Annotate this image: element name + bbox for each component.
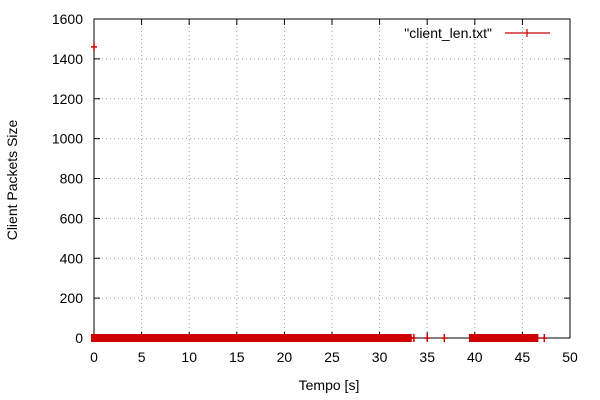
x-tick-label: 30 (372, 349, 388, 365)
data-point (541, 334, 548, 342)
x-tick-label: 45 (515, 349, 531, 365)
x-tick-label: 25 (324, 349, 340, 365)
y-tick-label: 1600 (52, 11, 83, 27)
legend-entry-label: "client_len.txt" (404, 25, 492, 41)
data-run (468, 334, 538, 342)
y-axis-ticks: 0 200 400 600 800 1000 1200 1400 1600 (52, 11, 570, 346)
y-tick-label: 1200 (52, 91, 83, 107)
x-tick-label: 20 (277, 349, 293, 365)
x-tick-label: 50 (562, 349, 578, 365)
data-point (91, 42, 97, 51)
x-axis-label: Tempo [s] (299, 377, 360, 393)
y-tick-label: 400 (60, 250, 84, 266)
legend: "client_len.txt" (404, 25, 550, 41)
x-tick-label: 35 (419, 349, 435, 365)
data-point (534, 334, 541, 342)
x-tick-label: 15 (229, 349, 245, 365)
data-point (424, 334, 431, 342)
x-tick-label: 5 (138, 349, 146, 365)
y-axis-label: Client Packets Size (4, 119, 20, 240)
series-client-len (91, 42, 548, 342)
x-tick-label: 10 (181, 349, 197, 365)
y-tick-label: 0 (75, 330, 83, 346)
x-tick-label: 0 (90, 349, 98, 365)
x-tick-label: 40 (467, 349, 483, 365)
y-tick-label: 600 (60, 210, 84, 226)
grid (94, 19, 570, 338)
y-tick-label: 1400 (52, 51, 83, 67)
x-axis-ticks: 0 5 10 15 20 25 30 35 40 45 50 (90, 19, 578, 365)
data-run (91, 334, 412, 342)
data-point (441, 334, 448, 342)
y-tick-label: 200 (60, 290, 84, 306)
y-tick-label: 1000 (52, 131, 83, 147)
data-point (410, 334, 417, 342)
y-tick-label: 800 (60, 171, 84, 187)
